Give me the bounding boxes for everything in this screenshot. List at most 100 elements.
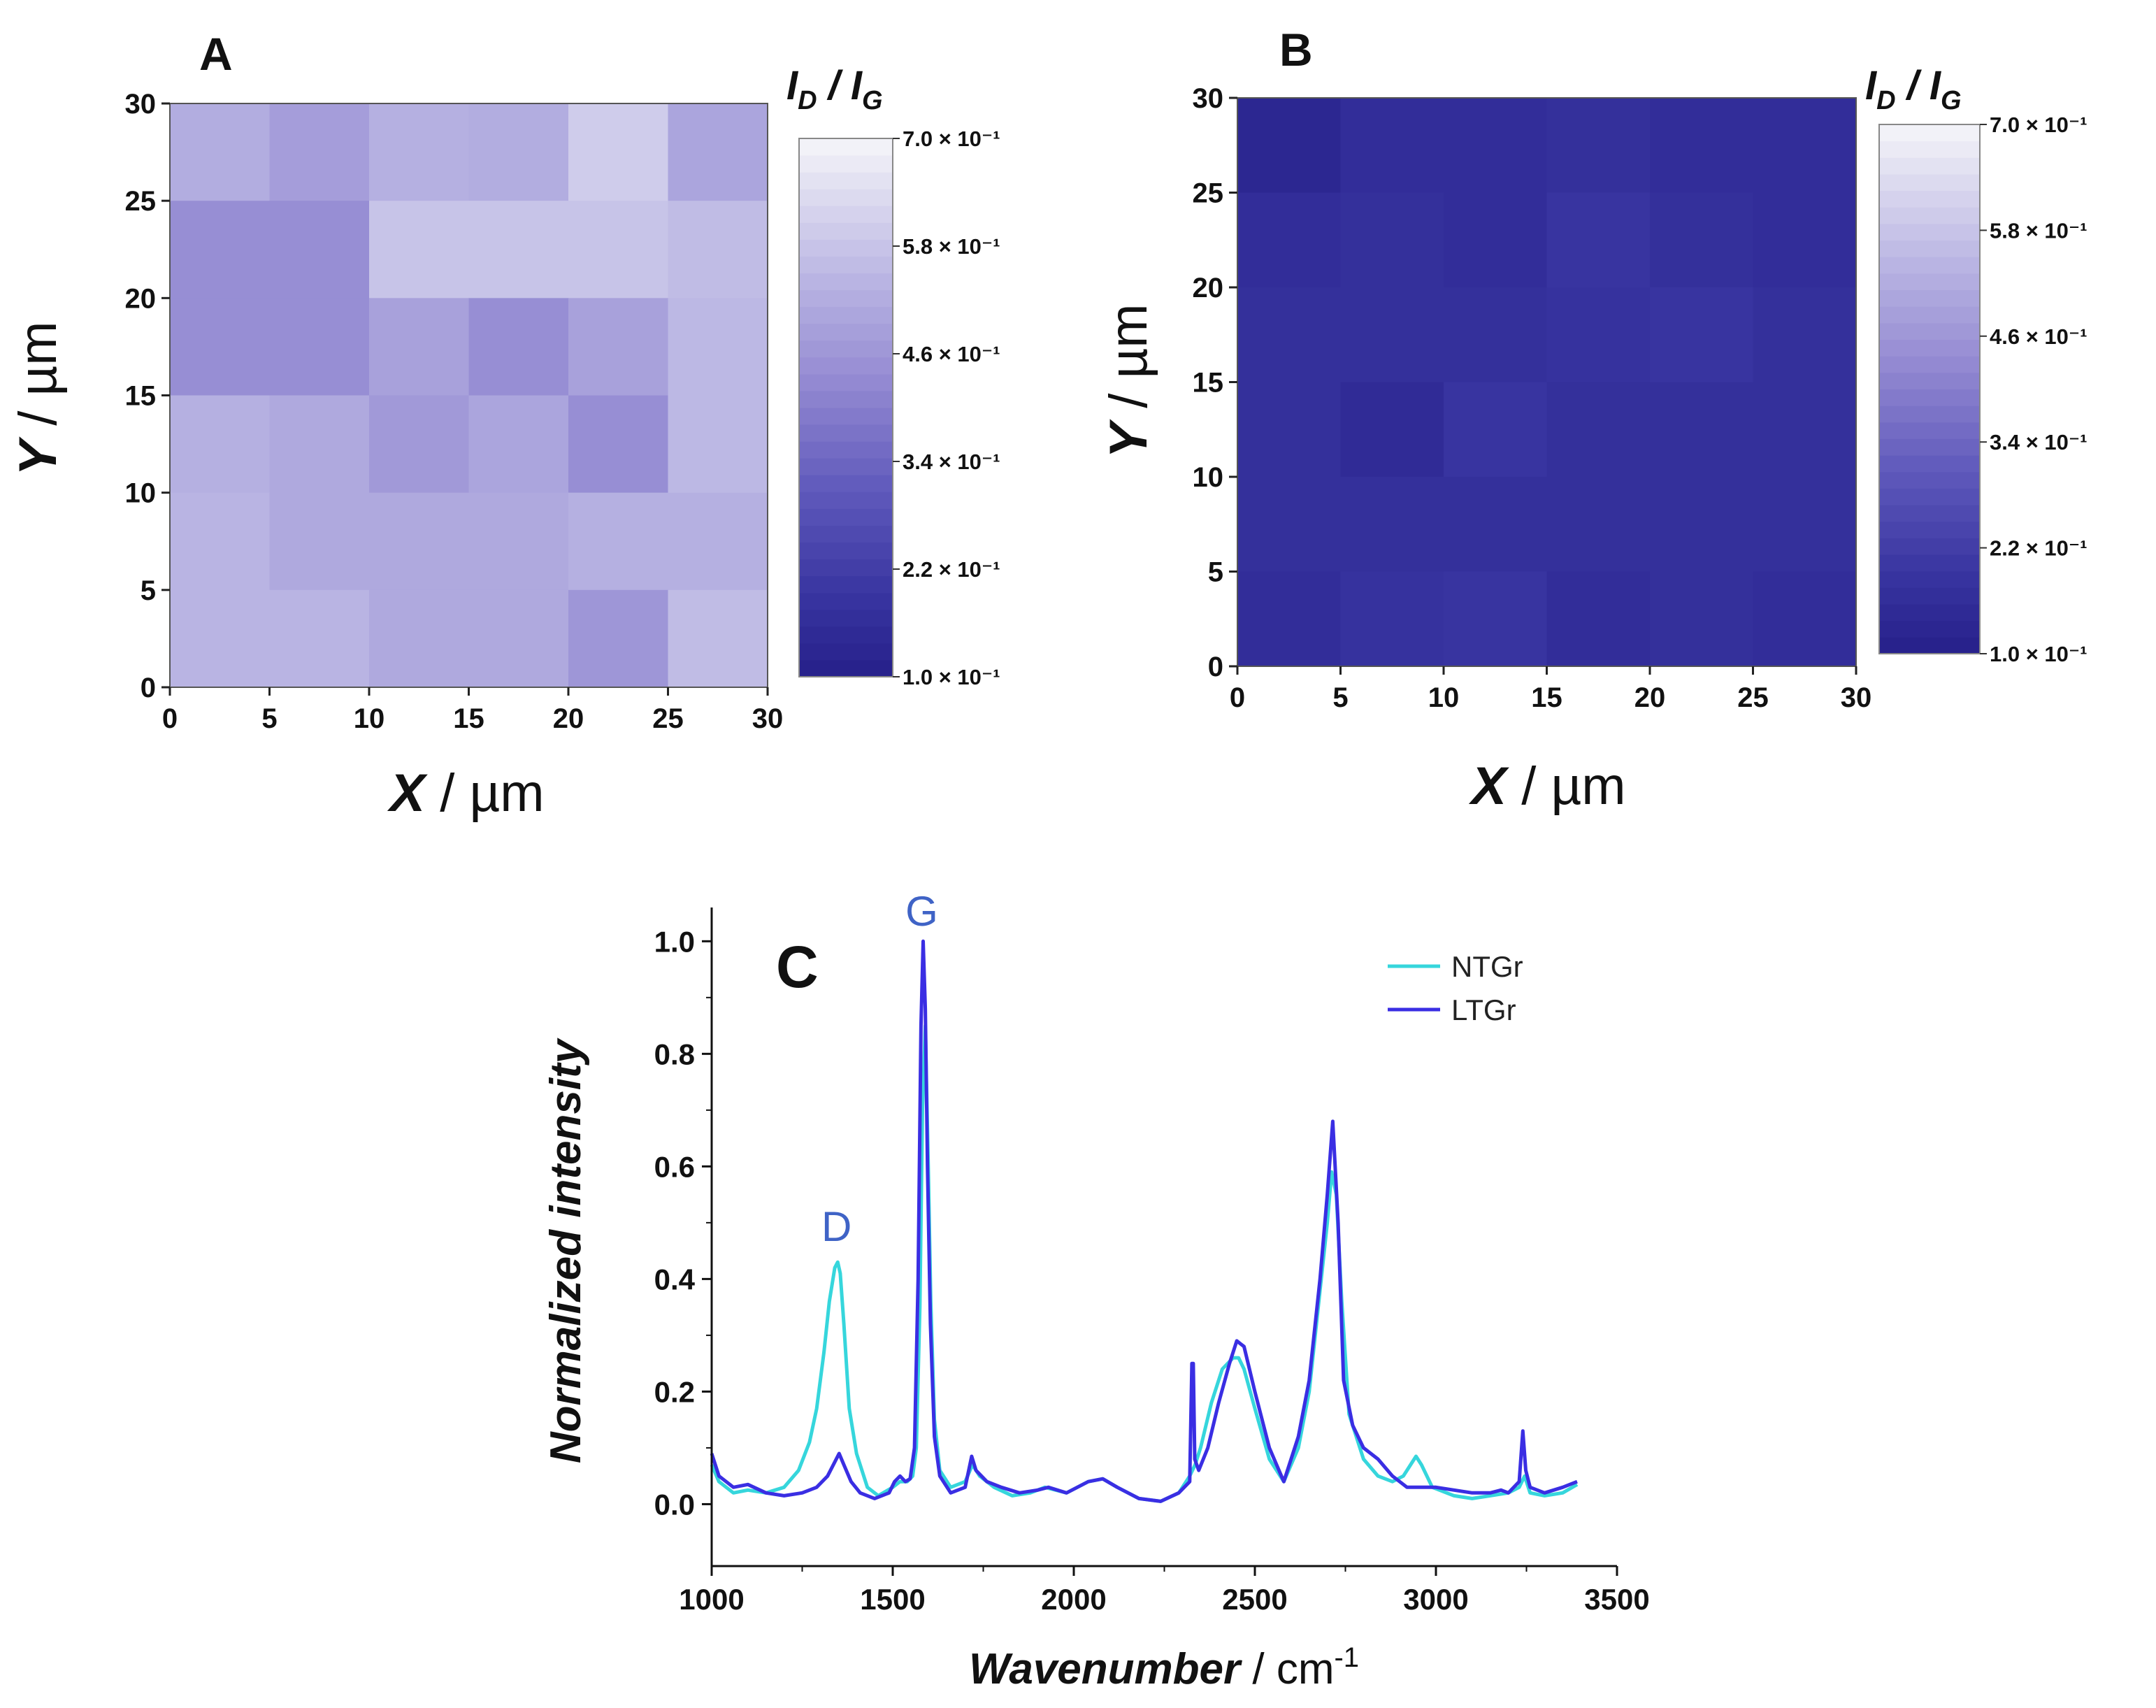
y-tick-label: 0 bbox=[1208, 652, 1223, 682]
heatmap-cell bbox=[1546, 287, 1651, 382]
colorbar-band bbox=[1879, 157, 1980, 175]
heatmap-cell bbox=[1340, 192, 1444, 288]
colorbar-tick-label: 5.8 × 10⁻¹ bbox=[903, 234, 1000, 259]
colorbar-band bbox=[1879, 173, 1980, 192]
heatmap-cell bbox=[668, 395, 768, 494]
colorbar-band bbox=[799, 542, 893, 560]
colorbar-band bbox=[1879, 554, 1980, 572]
colorbar-band bbox=[799, 239, 893, 257]
colorbar-band bbox=[799, 441, 893, 459]
y-axis-var: Y bbox=[8, 436, 68, 476]
x-tick-label: 30 bbox=[752, 703, 784, 734]
x-tick-label: 10 bbox=[354, 703, 385, 734]
colorbar-band bbox=[1879, 372, 1980, 389]
y-tick-label: 0.2 bbox=[654, 1375, 695, 1408]
heatmap-cell bbox=[468, 298, 569, 396]
heatmap-cell bbox=[269, 298, 370, 396]
heatmap-cell bbox=[170, 103, 270, 201]
colorbar-band bbox=[799, 357, 893, 375]
colorbar-band bbox=[1879, 289, 1980, 307]
colorbar-band bbox=[799, 189, 893, 206]
heatmap-cell bbox=[1444, 287, 1547, 382]
heatmap-cell bbox=[269, 395, 370, 494]
colorbar-band bbox=[1879, 538, 1980, 555]
panel-letter: B bbox=[1279, 24, 1313, 76]
heatmap-cell bbox=[468, 395, 569, 494]
y-tick-label: 15 bbox=[1193, 368, 1224, 399]
colorbar-band bbox=[1879, 438, 1980, 456]
panel-letter: A bbox=[199, 28, 233, 80]
y-tick-label: 5 bbox=[1208, 557, 1223, 588]
y-tick-label: 0 bbox=[141, 673, 156, 703]
heatmap-cell bbox=[668, 589, 768, 688]
colorbar-band bbox=[1879, 322, 1980, 340]
colorbar-tick-label: 1.0 × 10⁻¹ bbox=[1990, 642, 2087, 666]
heatmap-cell bbox=[1546, 192, 1651, 288]
x-tick-label: 1000 bbox=[679, 1583, 744, 1616]
y-tick-label: 5 bbox=[141, 575, 156, 606]
heatmap-cell bbox=[1753, 477, 1857, 572]
colorbar-band bbox=[1879, 620, 1980, 638]
heatmap-cell bbox=[668, 492, 768, 591]
colorbar-band bbox=[1879, 570, 1980, 588]
heatmap-cell bbox=[1753, 98, 1857, 193]
heatmap-cell bbox=[1444, 192, 1547, 288]
colorbar-band bbox=[799, 172, 893, 189]
colorbar-frame bbox=[1878, 124, 1981, 654]
colorbar-title-sub: D bbox=[1876, 86, 1895, 115]
heatmap-cell bbox=[1340, 382, 1444, 478]
colorbar-band bbox=[1879, 389, 1980, 406]
colorbar-title-i: I bbox=[1929, 63, 1942, 108]
peak-label-d: D bbox=[821, 1203, 851, 1250]
heatmap-cell bbox=[1753, 192, 1857, 288]
x-tick-label: 3500 bbox=[1584, 1583, 1649, 1616]
legend-label-ntgr: NTGr bbox=[1451, 950, 1523, 983]
heatmap-cell bbox=[269, 103, 370, 201]
colorbar-band bbox=[1879, 488, 1980, 505]
x-axis-unit: / µm bbox=[425, 763, 544, 823]
colorbar-tick-label: 4.6 × 10⁻¹ bbox=[1990, 324, 2087, 349]
colorbar-band bbox=[1879, 505, 1980, 522]
heatmap-cell bbox=[1650, 477, 1753, 572]
x-tick-label: 20 bbox=[1634, 682, 1666, 713]
y-tick-label: 30 bbox=[125, 89, 157, 120]
y-tick-label: 1.0 bbox=[654, 925, 695, 958]
heatmap-cell bbox=[668, 298, 768, 396]
heatmap-cell bbox=[369, 492, 469, 591]
colorbar-band bbox=[1879, 223, 1980, 241]
heatmap-cell bbox=[1340, 477, 1444, 572]
colorbar-tick-label: 4.6 × 10⁻¹ bbox=[903, 342, 1000, 366]
colorbar-tick-label: 3.4 × 10⁻¹ bbox=[903, 450, 1000, 474]
heatmap-cell bbox=[1650, 571, 1753, 667]
heatmap-cell bbox=[668, 201, 768, 299]
colorbar-title-i: I bbox=[1865, 63, 1878, 108]
x-tick-label: 15 bbox=[1531, 682, 1562, 713]
colorbar-band bbox=[799, 525, 893, 543]
heatmap-cell bbox=[568, 395, 668, 494]
heatmap-cell bbox=[1444, 382, 1547, 478]
colorbar-band bbox=[799, 373, 893, 392]
x-axis-label: X / µm bbox=[1468, 756, 1625, 816]
heatmap-cell bbox=[1340, 287, 1444, 382]
colorbar-tick-label: 3.4 × 10⁻¹ bbox=[1990, 430, 2087, 454]
y-tick-label: 30 bbox=[1193, 83, 1224, 114]
colorbar-band bbox=[799, 306, 893, 324]
y-tick-label: 20 bbox=[125, 283, 157, 314]
heatmap-cell bbox=[568, 492, 668, 591]
x-tick-label: 20 bbox=[553, 703, 584, 734]
x-tick-label: 3000 bbox=[1403, 1583, 1468, 1616]
colorbar-title-i: I bbox=[851, 63, 863, 108]
heatmap-cell bbox=[1444, 571, 1547, 667]
x-tick-label: 15 bbox=[453, 703, 484, 734]
series-line-ltgr bbox=[710, 939, 1578, 1503]
colorbar-band bbox=[799, 609, 893, 627]
heatmap-cell bbox=[1650, 382, 1753, 478]
colorbar-band bbox=[1879, 587, 1980, 605]
heatmap-cell bbox=[369, 103, 469, 201]
colorbar-title-sub: G bbox=[1941, 86, 1962, 115]
heatmap-cell bbox=[1340, 571, 1444, 667]
heatmap-cell bbox=[170, 589, 270, 688]
colorbar-band bbox=[1879, 273, 1980, 291]
heatmap-cell bbox=[269, 589, 370, 688]
